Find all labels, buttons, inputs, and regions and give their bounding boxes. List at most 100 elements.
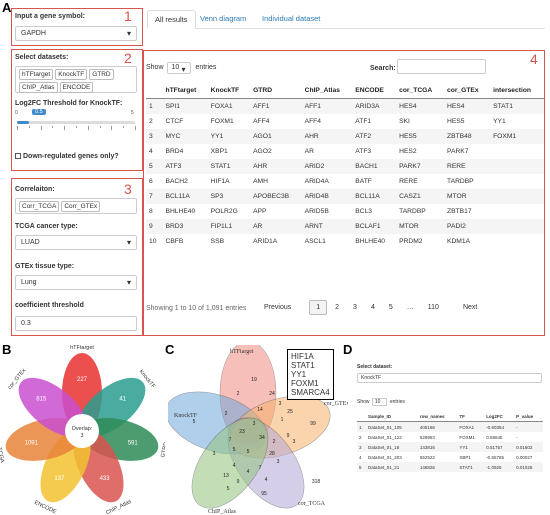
- venn-count: 23: [239, 429, 245, 435]
- column-header[interactable]: [146, 83, 163, 99]
- table-cell: HIF1A: [210, 178, 230, 185]
- dataset-multiselect[interactable]: hTFtarget KnockTF GTRD ChIP_Atlas ENCODE: [15, 66, 137, 93]
- d-table-row: 3 DataSet_01_18 143816 YY1 0.51757 0.01602: [357, 442, 543, 452]
- venn-count: 3: [277, 459, 280, 465]
- corr-multiselect[interactable]: Corr_TCGA Corr_GTEx: [15, 198, 137, 214]
- petal-value: 137: [54, 476, 65, 482]
- table-cell: ATF2: [352, 129, 397, 144]
- d-table-cell: 0.00027: [516, 454, 533, 460]
- d-table-cell: DataSet_01_21: [365, 462, 418, 472]
- flower-center-text: 3: [80, 433, 83, 439]
- table-cell: BRD3: [162, 219, 208, 234]
- table-cell: SP3: [207, 189, 251, 204]
- table-cell: AMH: [253, 178, 268, 185]
- table-cell: HES4: [444, 98, 491, 114]
- page-button[interactable]: Next: [462, 304, 478, 311]
- d-column-header[interactable]: Sample_ID: [365, 412, 418, 422]
- page-button[interactable]: 4: [370, 304, 375, 311]
- page-button[interactable]: 2: [335, 304, 340, 311]
- venn-count: 3: [293, 439, 296, 445]
- table-cell: STAT1: [490, 98, 544, 114]
- gene-select[interactable]: GAPDH: [15, 26, 137, 41]
- length-control: Show 10 entries: [146, 62, 216, 74]
- d-table: Sample_ID row_names TF Log2FC P_value 1 DataS…: [357, 412, 543, 472]
- d-column-header[interactable]: P_value: [514, 412, 543, 422]
- downreg-label: Down-regulated genes only?: [23, 153, 119, 160]
- d-table-cell: -1.0925: [484, 462, 515, 472]
- venn-count: 4: [247, 469, 250, 475]
- corr-chip[interactable]: Corr_TCGA: [19, 201, 60, 212]
- log2fc-slider[interactable]: 0 5 0.5: [15, 109, 137, 140]
- petal-value: 591: [128, 441, 139, 447]
- d-column-header[interactable]: row_names: [417, 412, 458, 422]
- dataset-panel: Select dataset: KnockTF Show 10 entries …: [355, 364, 545, 474]
- d-table-cell: 2: [359, 434, 362, 440]
- page-button[interactable]: 110: [427, 304, 439, 311]
- length-value: 10: [171, 64, 180, 71]
- table-cell: ARID3A: [352, 98, 397, 114]
- page-button[interactable]: 5: [388, 304, 393, 311]
- slider-track[interactable]: [17, 121, 135, 124]
- table-cell: 1: [146, 98, 163, 114]
- slider-tick: [99, 126, 101, 128]
- table-row: 5 ATF3 STAT1 AHR ARID2 BACH1 PARK7 RERE: [146, 159, 544, 174]
- tab-all-results[interactable]: All results: [147, 10, 196, 29]
- table-cell: ASCL1: [304, 238, 326, 245]
- d-table-cell: 146826: [417, 462, 458, 472]
- venn-label: cor_TCGA: [298, 501, 326, 507]
- d-table-cell: 143816: [417, 442, 458, 452]
- length-select[interactable]: 10: [167, 62, 192, 74]
- downreg-checkbox[interactable]: [15, 153, 21, 159]
- dataset-options-box: [11, 49, 143, 171]
- corr-chip[interactable]: Corr_GTEx: [61, 201, 101, 212]
- table-cell: HES4: [396, 98, 445, 114]
- dataset-chip[interactable]: ENCODE: [59, 82, 94, 93]
- table-cell: BACH1: [352, 159, 397, 174]
- page-button[interactable]: …: [406, 304, 414, 311]
- dataset-chip[interactable]: KnockTF: [55, 69, 88, 80]
- slider-tick: [87, 126, 89, 130]
- callout-gene: HIF1A: [291, 352, 314, 361]
- search-input[interactable]: [397, 59, 486, 74]
- table-cell: [490, 174, 544, 189]
- table-cell: MTOR: [396, 219, 445, 234]
- venn-set: [191, 417, 269, 509]
- venn-count: 34: [259, 435, 265, 441]
- venn-count: 24: [269, 391, 275, 397]
- d-column-header[interactable]: TF: [457, 412, 485, 422]
- column-header[interactable]: cor_TCGA: [396, 83, 445, 99]
- column-header[interactable]: cor_GTEx: [444, 83, 491, 99]
- column-header[interactable]: KnockTF: [207, 83, 251, 99]
- table-cell: BCL11A: [162, 189, 208, 204]
- d-column-header[interactable]: Log2FC: [484, 412, 515, 422]
- page-button[interactable]: Previous: [264, 304, 292, 311]
- cancer-value: LUAD: [21, 239, 40, 246]
- table-cell: BRD4: [165, 148, 184, 155]
- d-length-select[interactable]: 10: [371, 398, 388, 406]
- d-table-cell: XBP1: [459, 454, 471, 460]
- coef-input[interactable]: 0.3: [15, 316, 137, 331]
- column-header[interactable]: GTRD: [250, 83, 302, 99]
- d-column-header[interactable]: [357, 412, 366, 422]
- cancer-select[interactable]: LUAD: [15, 235, 137, 250]
- tab-individual-dataset[interactable]: Individual dataset: [262, 14, 321, 23]
- table-cell: AFF4: [253, 118, 270, 125]
- dataset-chip[interactable]: ChIP_Atlas: [19, 82, 58, 93]
- column-header[interactable]: hTFtarget: [162, 83, 208, 99]
- table-cell: RERE: [399, 178, 418, 185]
- page-button[interactable]: 3: [353, 304, 357, 311]
- slider-tick: [52, 126, 54, 128]
- slider-min: 0: [15, 110, 18, 116]
- tissue-select[interactable]: Lung: [15, 275, 137, 290]
- column-header[interactable]: ChIP_Atlas: [301, 83, 353, 99]
- column-header[interactable]: ENCODE: [352, 83, 397, 99]
- tab-venn-diagram[interactable]: Venn diagram: [200, 14, 247, 23]
- table-cell: POLR2G: [210, 208, 238, 215]
- downreg-checkbox-row[interactable]: Down-regulated genes only?: [15, 153, 119, 160]
- table-row: 3 MYC YY1 AGO1 AHR ATF2 HES5 ZBTB48 FOXM1: [146, 129, 544, 144]
- column-header[interactable]: intersection: [490, 83, 544, 99]
- d-dataset-select[interactable]: KnockTF: [357, 373, 542, 383]
- page-button[interactable]: 1: [309, 300, 328, 315]
- dataset-chip[interactable]: GTRD: [89, 69, 114, 80]
- dataset-chip[interactable]: hTFtarget: [19, 69, 54, 80]
